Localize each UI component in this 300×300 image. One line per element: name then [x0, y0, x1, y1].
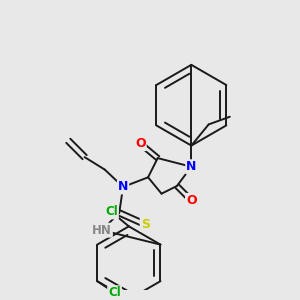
Text: N: N: [186, 160, 197, 173]
Text: O: O: [186, 194, 197, 207]
Text: N: N: [118, 180, 128, 194]
Text: O: O: [135, 137, 146, 150]
Text: Cl: Cl: [105, 206, 118, 218]
Text: HN: HN: [92, 224, 112, 237]
Text: Cl: Cl: [108, 286, 121, 299]
Text: S: S: [141, 218, 150, 231]
